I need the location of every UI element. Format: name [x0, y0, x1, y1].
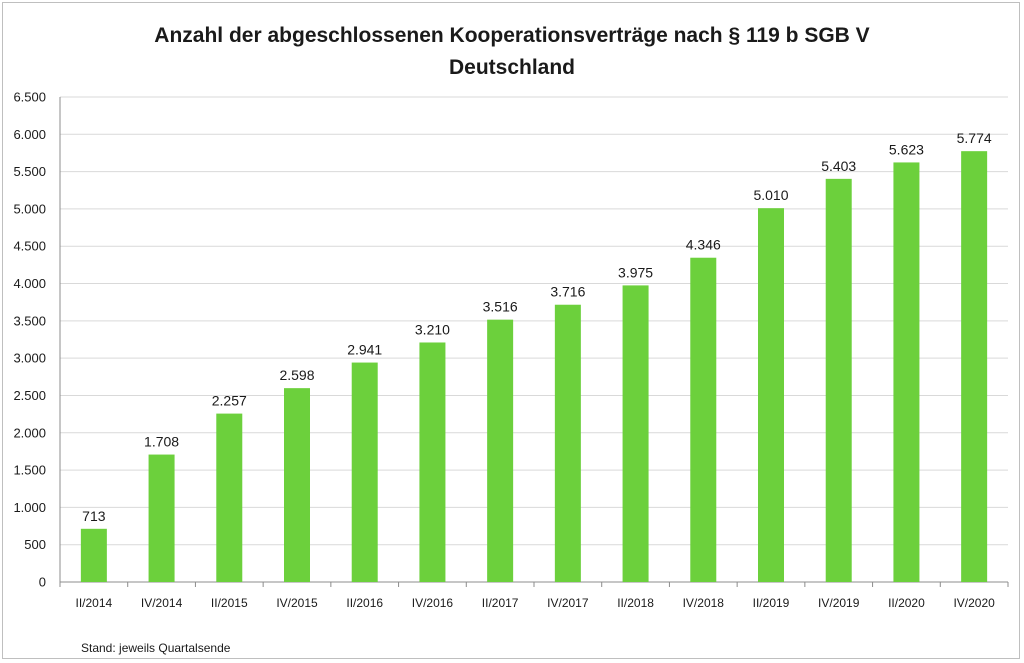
bar	[216, 413, 243, 582]
footnote: Stand: jeweils Quartalsende	[81, 641, 231, 655]
data-label: 5.403	[821, 158, 856, 174]
y-tick-label: 1.500	[13, 463, 46, 478]
y-tick-label: 3.000	[13, 351, 46, 366]
bar	[893, 162, 920, 583]
y-tick-label: 4.500	[13, 239, 46, 254]
data-label: 3.716	[550, 284, 585, 300]
data-label: 3.516	[483, 299, 518, 315]
x-tick-label: IV/2016	[412, 596, 454, 610]
bar	[622, 285, 649, 582]
x-tick-label: II/2014	[76, 596, 113, 610]
data-label: 4.346	[686, 237, 721, 253]
x-tick-label: IV/2017	[547, 596, 589, 610]
y-tick-label: 6.000	[13, 127, 46, 142]
data-label: 713	[82, 508, 106, 524]
chart-title: Anzahl der abgeschlossenen Kooperationsv…	[154, 24, 870, 47]
bar	[80, 528, 107, 582]
y-tick-label: 4.000	[13, 276, 46, 291]
x-tick-label: IV/2019	[818, 596, 860, 610]
x-tick-label: IV/2014	[141, 596, 183, 610]
chart-subtitle: Deutschland	[448, 56, 576, 79]
bar	[554, 304, 581, 582]
data-label: 3.210	[415, 321, 450, 337]
bar	[284, 388, 310, 582]
bar	[351, 362, 378, 582]
y-tick-label: 5.500	[13, 164, 46, 179]
data-label: 3.975	[618, 264, 653, 280]
y-tick-label: 2.500	[13, 388, 46, 403]
bar	[961, 151, 988, 582]
y-tick-label: 500	[24, 537, 46, 552]
y-tick-label: 0	[39, 575, 46, 590]
x-tick-label: II/2017	[482, 596, 519, 610]
x-tick-label: II/2016	[346, 596, 383, 610]
x-tick-label: II/2015	[211, 596, 248, 610]
x-tick-label: IV/2020	[953, 596, 995, 610]
data-label: 5.010	[753, 187, 788, 203]
bar	[825, 178, 852, 582]
bar	[148, 454, 175, 582]
x-tick-label: II/2019	[753, 596, 790, 610]
x-tick-label: II/2020	[888, 596, 925, 610]
y-tick-label: 3.500	[13, 313, 46, 328]
data-label: 2.257	[212, 393, 247, 409]
x-tick-label: IV/2018	[683, 596, 725, 610]
data-label: 5.774	[957, 130, 992, 146]
data-label: 5.623	[889, 141, 924, 157]
data-label: 1.708	[144, 434, 179, 450]
y-tick-label: 6.500	[13, 90, 46, 105]
y-tick-label: 5.000	[13, 201, 46, 216]
x-tick-label: II/2018	[617, 596, 654, 610]
bar	[758, 208, 784, 582]
y-tick-label: 2.000	[13, 425, 46, 440]
bar	[690, 257, 717, 582]
y-tick-label: 1.000	[13, 500, 46, 515]
data-label: 2.598	[279, 367, 314, 383]
x-tick-label: IV/2015	[276, 596, 318, 610]
bar	[487, 319, 514, 582]
bar	[419, 342, 446, 582]
data-label: 2.941	[347, 342, 382, 358]
